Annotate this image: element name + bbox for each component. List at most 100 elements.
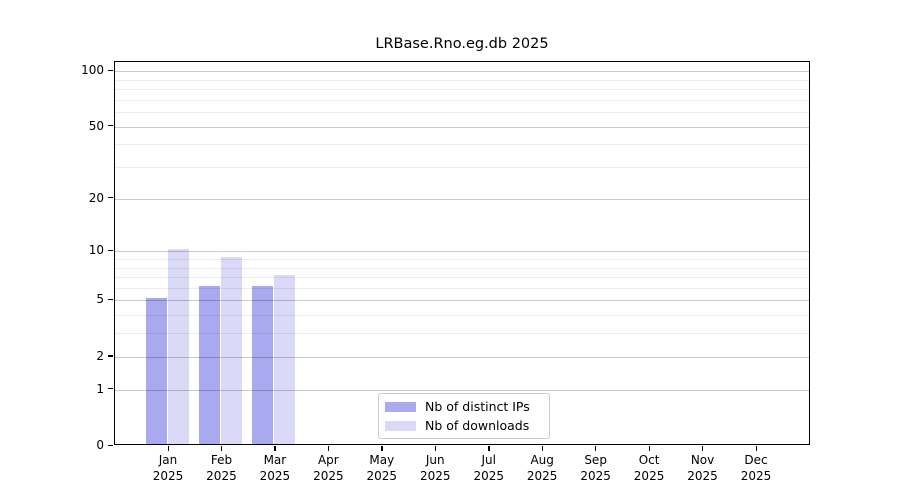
x-tick-year: 2025: [206, 468, 237, 483]
x-tick-label-jun: Jun 2025: [405, 453, 465, 484]
y-tick-mark-20: [108, 197, 113, 199]
minor-gridline-70: [115, 99, 809, 101]
x-tick-year: 2025: [580, 468, 611, 483]
x-tick-label-mar: Mar 2025: [245, 453, 305, 484]
x-tick-month: Jul: [481, 453, 496, 467]
x-tick-label-jan: Jan 2025: [138, 453, 198, 484]
y-tick-mark-10: [108, 249, 113, 252]
x-tick-year: 2025: [473, 468, 504, 483]
legend-row-downloads: Nb of downloads: [385, 418, 542, 433]
y-tick-label-5: 5: [96, 292, 104, 307]
legend: Nb of distinct IPs Nb of downloads: [378, 393, 550, 439]
legend-swatch-distinct-ips: [385, 401, 416, 412]
x-tick-year: 2025: [687, 468, 718, 483]
x-tick-mark-feb: [220, 446, 223, 451]
x-tick-month: Nov: [690, 453, 715, 467]
minor-gridline-8: [115, 267, 809, 269]
x-tick-label-aug: Aug 2025: [512, 453, 572, 484]
x-tick-month: Feb: [210, 453, 233, 467]
y-tick-mark-1: [108, 388, 113, 390]
minor-gridline-7: [115, 277, 809, 279]
major-gridline-1: [115, 389, 809, 391]
x-tick-mark-dec: [755, 446, 757, 451]
x-tick-mark-nov: [702, 446, 704, 451]
x-tick-mark-jun: [434, 446, 437, 451]
y-tick-mark-100: [108, 69, 113, 71]
x-tick-year: 2025: [313, 468, 344, 483]
y-tick-label-0: 0: [96, 438, 104, 452]
minor-gridline-4: [115, 315, 809, 317]
x-tick-month: May: [369, 453, 395, 467]
legend-label: Nb of distinct IPs: [425, 399, 530, 414]
x-tick-month: Aug: [530, 453, 554, 467]
major-gridline-5: [115, 300, 809, 302]
chart-title: LRBase.Rno.eg.db 2025: [375, 36, 549, 52]
y-tick-mark-0: [108, 444, 113, 446]
bar-feb-distinct-ips: [198, 285, 220, 444]
x-tick-month: Apr: [317, 453, 339, 467]
x-tick-year: 2025: [633, 468, 665, 483]
x-tick-mark-aug: [541, 446, 543, 451]
minor-gridline-40: [115, 144, 809, 146]
legend-label: Nb of downloads: [425, 418, 530, 433]
x-tick-label-sep: Sep 2025: [566, 453, 626, 484]
minor-gridline-90: [115, 79, 809, 81]
x-tick-mark-mar: [274, 446, 276, 451]
bars-layer: [115, 62, 809, 444]
x-tick-label-oct: Oct 2025: [619, 453, 679, 484]
x-tick-label-apr: Apr 2025: [298, 453, 358, 484]
gridlines-layer: [115, 62, 809, 444]
y-tick-label-2: 2: [96, 348, 104, 363]
x-tick-mark-jul: [488, 446, 490, 451]
minor-gridline-80: [115, 89, 809, 91]
y-tick-mark-2: [108, 355, 113, 357]
x-tick-year: 2025: [366, 468, 398, 483]
x-tick-label-nov: Nov 2025: [673, 453, 733, 484]
x-tick-month: Jun: [425, 453, 445, 467]
x-tick-label-dec: Dec 2025: [726, 453, 786, 484]
x-tick-year: 2025: [740, 468, 772, 483]
major-gridline-2: [115, 356, 809, 358]
x-tick-month: Mar: [263, 453, 287, 467]
x-tick-year: 2025: [526, 468, 558, 483]
x-tick-mark-apr: [327, 446, 330, 451]
bar-jan-downloads: [167, 249, 189, 444]
plot-area: Nb of distinct IPs Nb of downloads: [114, 61, 810, 445]
y-tick-label-10: 10: [88, 243, 104, 258]
x-tick-label-feb: Feb 2025: [191, 453, 251, 484]
x-tick-year: 2025: [419, 468, 451, 483]
x-tick-month: Sep: [584, 453, 607, 467]
major-gridline-100: [115, 71, 809, 73]
x-tick-mark-sep: [595, 446, 597, 451]
bar-feb-downloads: [220, 256, 242, 444]
x-tick-year: 2025: [259, 468, 291, 483]
y-tick-label-50: 50: [88, 118, 104, 133]
minor-gridline-9: [115, 258, 809, 260]
x-tick-mark-jan: [167, 446, 169, 451]
bar-mar-distinct-ips: [252, 285, 274, 444]
minor-gridline-3: [115, 333, 809, 335]
y-tick-label-20: 20: [88, 190, 104, 205]
x-tick-label-jul: Jul 2025: [459, 453, 519, 484]
legend-row-distinct-ips: Nb of distinct IPs: [385, 399, 542, 414]
y-tick-label-100: 100: [81, 63, 104, 78]
x-tick-mark-oct: [648, 446, 650, 451]
y-tick-label-1: 1: [96, 381, 104, 396]
x-tick-year: 2025: [152, 468, 184, 483]
x-tick-label-may: May 2025: [352, 453, 412, 484]
x-tick-month: Dec: [744, 453, 768, 467]
minor-gridline-6: [115, 287, 809, 289]
x-tick-mark-may: [381, 446, 383, 451]
major-gridline-50: [115, 126, 809, 128]
minor-gridline-60: [115, 112, 809, 114]
x-tick-month: Oct: [638, 453, 660, 467]
bar-jan-distinct-ips: [145, 298, 167, 444]
y-tick-mark-50: [108, 125, 113, 127]
minor-gridline-30: [115, 167, 809, 169]
legend-swatch-downloads: [385, 420, 416, 431]
major-gridline-10: [115, 251, 809, 253]
y-tick-mark-5: [108, 298, 113, 301]
bar-mar-downloads: [274, 275, 296, 444]
major-gridline-20: [115, 198, 809, 200]
